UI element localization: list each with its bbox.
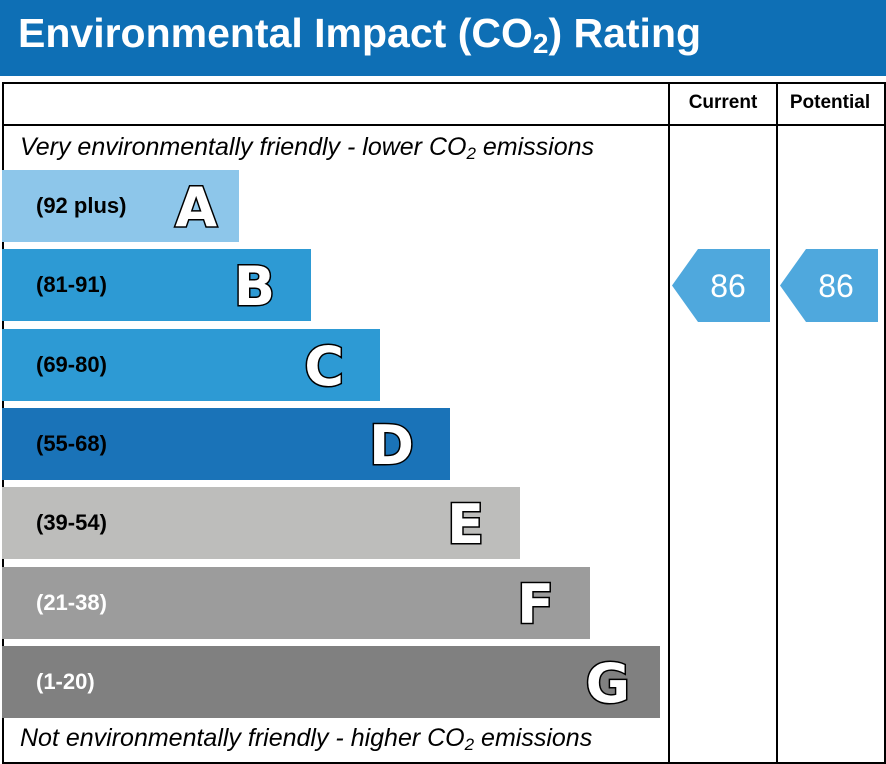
band-letter: D [368,413,416,479]
top-note: Very environmentally friendly - lower CO… [20,133,595,163]
band-e: (39-54) E [2,487,520,559]
bottom-note: Not environmentally friendly - higher CO… [20,724,593,754]
band-range-label: (81-91) [36,272,107,297]
current-rating-arrow: 86 [672,249,770,322]
band-letter: B [232,254,276,320]
page-title: Environmental Impact (CO2) Rating [18,10,702,59]
band-d: (55-68) D [2,408,450,480]
column-current-label: Current [688,92,758,113]
band-range-label: (55-68) [36,431,107,456]
potential-rating-value: 86 [818,268,854,304]
band-letter: G [584,651,631,717]
column-potential-label: Potential [789,92,871,113]
divider-potential [776,82,778,764]
band-letter: F [516,572,556,638]
band-c: (69-80) C [2,329,380,401]
potential-rating-arrow: 86 [780,249,878,322]
header-divider [2,124,884,126]
band-f: (21-38) F [2,567,590,639]
band-range-label: (69-80) [36,352,107,377]
band-a: (92 plus) A [2,170,239,242]
current-rating-value: 86 [710,268,746,304]
band-b: (81-91) B [2,249,311,321]
band-range-label: (21-38) [36,590,107,615]
band-range-label: (1-20) [36,669,95,694]
band-letter: C [303,334,346,400]
band-range-label: (92 plus) [36,193,127,218]
divider-current [668,82,670,764]
band-letter: A [174,175,219,241]
band-range-label: (39-54) [36,510,107,535]
header-bar: Environmental Impact (CO2) Rating [0,0,886,76]
band-g: (1-20) G [2,646,660,718]
band-letter: E [446,492,486,558]
